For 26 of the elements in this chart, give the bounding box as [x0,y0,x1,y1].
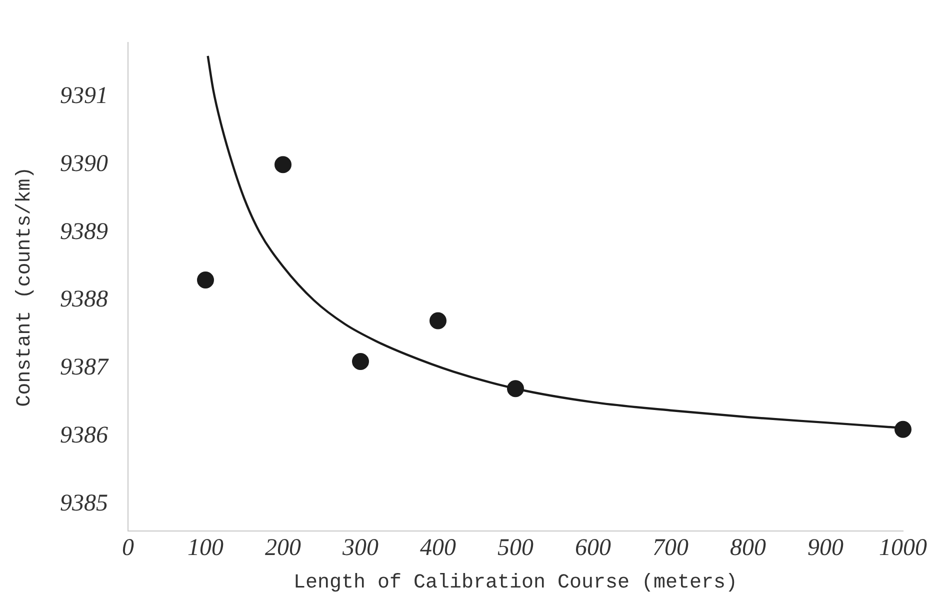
x-tick-label: 100 [188,534,224,561]
x-axis-title: Length of Calibration Course (meters) [293,571,738,594]
y-axis-title: Constant (counts/km) [13,166,36,407]
y-tick-label: 9390 [60,150,108,177]
y-tick-label: 9385 [60,490,108,516]
point [894,420,912,438]
y-tick-label: 9386 [60,422,108,448]
x-tick-label: 1000 [879,534,927,561]
y-tick-label: 9387 [60,354,109,381]
x-tick-label: 400 [420,534,456,561]
y-tick-label: 9388 [60,286,108,313]
x-tick-label: 0 [122,534,134,561]
point [507,380,524,398]
y-tick-label: 9391 [60,83,108,110]
point [274,156,292,174]
x-tick-label: 800 [730,534,766,561]
point [352,352,369,370]
x-tick-label: 700 [652,534,688,561]
point [430,312,446,330]
y-tick-label: 9389 [60,218,108,245]
point [197,272,214,289]
x-tick-label: 300 [342,534,378,561]
x-tick-label: 500 [498,534,534,561]
x-tick-label: 600 [575,534,611,561]
x-tick-label: 900 [808,534,844,561]
x-tick-label: 200 [265,534,301,561]
